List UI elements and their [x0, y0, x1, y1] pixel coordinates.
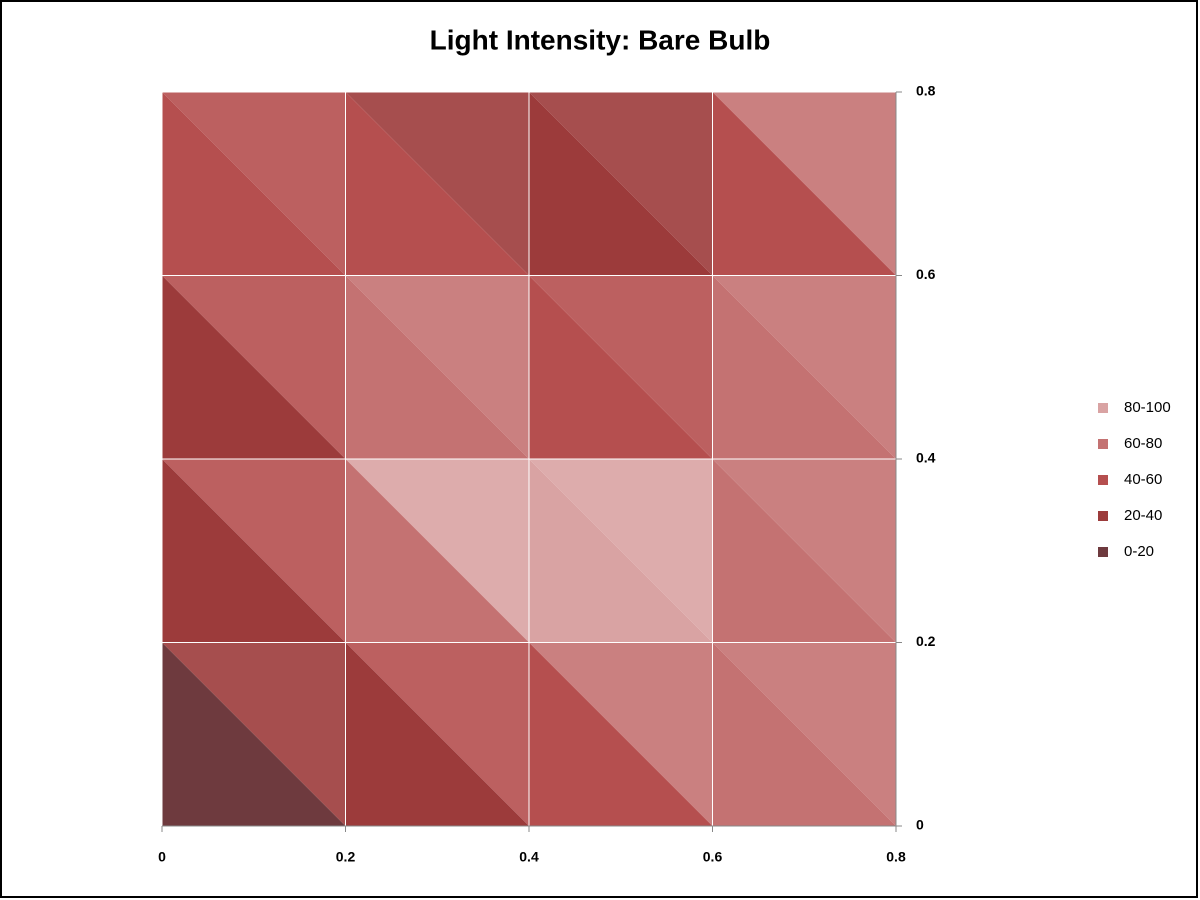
- legend-swatch: [1098, 403, 1108, 413]
- legend-label: 80-100: [1124, 399, 1171, 416]
- surface-facet: [712, 459, 896, 643]
- legend-label: 60-80: [1124, 435, 1162, 452]
- surface-facet: [162, 459, 346, 643]
- surface-facet: [712, 92, 896, 276]
- y-tick-label: 0.2: [916, 633, 936, 649]
- y-tick-label: 0: [916, 817, 924, 833]
- surface-facet: [712, 642, 896, 826]
- surface-facet: [529, 92, 713, 276]
- legend-swatch: [1098, 547, 1108, 557]
- x-tick-label: 0.8: [886, 849, 906, 865]
- legend-label: 0-20: [1124, 543, 1154, 560]
- surface-facet: [712, 275, 896, 459]
- legend-label: 20-40: [1124, 507, 1162, 524]
- y-tick-label: 0.6: [916, 266, 936, 282]
- chart-title: Light Intensity: Bare Bulb: [430, 24, 771, 55]
- x-tick-label: 0.2: [336, 849, 356, 865]
- x-tick-label: 0: [158, 849, 166, 865]
- legend-label: 40-60: [1124, 471, 1162, 488]
- legend-swatch: [1098, 511, 1108, 521]
- legend-swatch: [1098, 475, 1108, 485]
- x-tick-label: 0.4: [519, 849, 539, 865]
- surface-facet: [345, 642, 529, 826]
- surface-facet: [529, 459, 713, 643]
- y-tick-label: 0.8: [916, 83, 936, 99]
- surface-facet: [529, 275, 713, 459]
- surface-facet: [162, 92, 346, 276]
- surface-facet: [345, 275, 529, 459]
- x-tick-label: 0.6: [703, 849, 723, 865]
- surface-facet: [345, 92, 529, 276]
- surface-facet: [162, 275, 346, 459]
- y-tick-label: 0.4: [916, 450, 936, 466]
- surface-facet: [345, 459, 529, 643]
- legend-swatch: [1098, 439, 1108, 449]
- surface-facet: [162, 642, 346, 826]
- surface-facet: [529, 642, 713, 826]
